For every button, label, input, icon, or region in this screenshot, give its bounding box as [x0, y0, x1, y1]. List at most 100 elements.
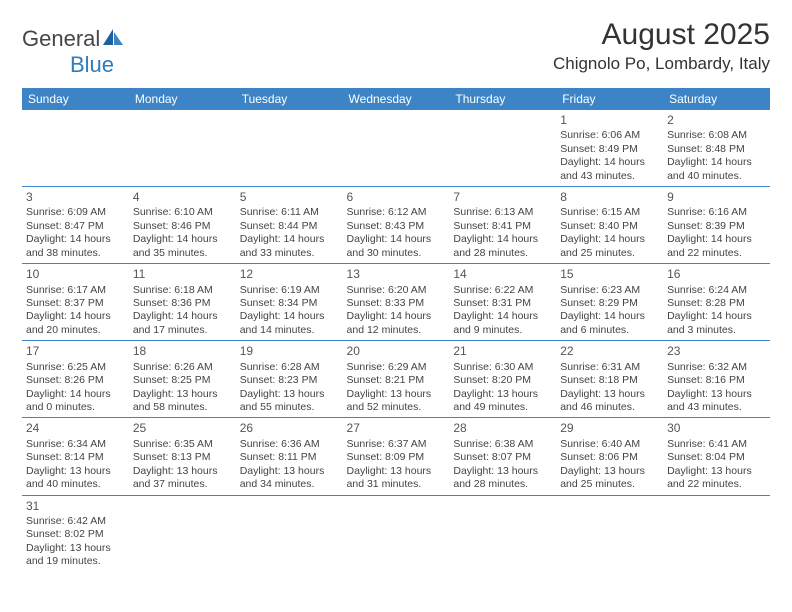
logo-text-blue: Blue — [70, 52, 114, 77]
sunset-text: Sunset: 8:37 PM — [26, 297, 125, 310]
day-header: Tuesday — [236, 88, 343, 110]
daylight-line2: and 25 minutes. — [560, 247, 659, 260]
calendar-cell-empty — [343, 110, 450, 187]
daylight-line1: Daylight: 14 hours — [133, 233, 232, 246]
calendar-cell-empty — [236, 495, 343, 572]
logo-text: GeneralBlue — [22, 26, 124, 78]
calendar-cell-empty — [556, 495, 663, 572]
sunset-text: Sunset: 8:34 PM — [240, 297, 339, 310]
daylight-line2: and 33 minutes. — [240, 247, 339, 260]
calendar-cell: 23Sunrise: 6:32 AMSunset: 8:16 PMDayligh… — [663, 341, 770, 418]
calendar-cell: 29Sunrise: 6:40 AMSunset: 8:06 PMDayligh… — [556, 418, 663, 495]
calendar-cell: 27Sunrise: 6:37 AMSunset: 8:09 PMDayligh… — [343, 418, 450, 495]
day-number: 14 — [453, 267, 552, 282]
calendar-cell: 6Sunrise: 6:12 AMSunset: 8:43 PMDaylight… — [343, 187, 450, 264]
day-number: 22 — [560, 344, 659, 359]
sunset-text: Sunset: 8:14 PM — [26, 451, 125, 464]
month-title: August 2025 — [553, 18, 770, 52]
daylight-line2: and 46 minutes. — [560, 401, 659, 414]
sunset-text: Sunset: 8:20 PM — [453, 374, 552, 387]
sunset-text: Sunset: 8:16 PM — [667, 374, 766, 387]
daylight-line2: and 38 minutes. — [26, 247, 125, 260]
daylight-line1: Daylight: 14 hours — [347, 233, 446, 246]
daylight-line1: Daylight: 14 hours — [240, 233, 339, 246]
daylight-line1: Daylight: 14 hours — [240, 310, 339, 323]
daylight-line1: Daylight: 14 hours — [667, 310, 766, 323]
calendar-row: 31Sunrise: 6:42 AMSunset: 8:02 PMDayligh… — [22, 495, 770, 572]
sunset-text: Sunset: 8:07 PM — [453, 451, 552, 464]
daylight-line1: Daylight: 14 hours — [453, 233, 552, 246]
sunset-text: Sunset: 8:06 PM — [560, 451, 659, 464]
day-header-row: SundayMondayTuesdayWednesdayThursdayFrid… — [22, 88, 770, 110]
daylight-line1: Daylight: 13 hours — [26, 542, 125, 555]
calendar-cell: 12Sunrise: 6:19 AMSunset: 8:34 PMDayligh… — [236, 264, 343, 341]
calendar-cell-empty — [129, 110, 236, 187]
daylight-line2: and 20 minutes. — [26, 324, 125, 337]
sunrise-text: Sunrise: 6:31 AM — [560, 361, 659, 374]
sunset-text: Sunset: 8:23 PM — [240, 374, 339, 387]
calendar-cell: 22 Sunrise: 6:31 AMSunset: 8:18 PMDayligh… — [556, 341, 663, 418]
daylight-line2: and 14 minutes. — [240, 324, 339, 337]
day-number: 18 — [133, 344, 232, 359]
sunrise-text: Sunrise: 6:37 AM — [347, 438, 446, 451]
logo-text-gray: General — [22, 26, 100, 51]
header: GeneralBlue August 2025 Chignolo Po, Lom… — [22, 18, 770, 78]
daylight-line2: and 22 minutes. — [667, 478, 766, 491]
calendar-cell: 4Sunrise: 6:10 AMSunset: 8:46 PMDaylight… — [129, 187, 236, 264]
calendar-cell-empty — [22, 110, 129, 187]
sunrise-text: Sunrise: 6:42 AM — [26, 515, 125, 528]
calendar-cell: 9Sunrise: 6:16 AMSunset: 8:39 PMDaylight… — [663, 187, 770, 264]
day-header: Sunday — [22, 88, 129, 110]
calendar-cell: 15Sunrise: 6:23 AMSunset: 8:29 PMDayligh… — [556, 264, 663, 341]
sunset-text: Sunset: 8:02 PM — [26, 528, 125, 541]
daylight-line1: Daylight: 13 hours — [667, 388, 766, 401]
daylight-line1: Daylight: 13 hours — [560, 388, 659, 401]
day-number: 7 — [453, 190, 552, 205]
day-header: Wednesday — [343, 88, 450, 110]
sunrise-text: Sunrise: 6:12 AM — [347, 206, 446, 219]
daylight-line1: Daylight: 14 hours — [667, 156, 766, 169]
sunset-text: Sunset: 8:43 PM — [347, 220, 446, 233]
daylight-line2: and 35 minutes. — [133, 247, 232, 260]
day-number: 16 — [667, 267, 766, 282]
sunrise-text: Sunrise: 6:10 AM — [133, 206, 232, 219]
day-header: Monday — [129, 88, 236, 110]
calendar-cell: 14Sunrise: 6:22 AMSunset: 8:31 PMDayligh… — [449, 264, 556, 341]
calendar-cell: 24Sunrise: 6:34 AMSunset: 8:14 PMDayligh… — [22, 418, 129, 495]
day-number: 15 — [560, 267, 659, 282]
calendar-cell-empty — [663, 495, 770, 572]
daylight-line1: Daylight: 14 hours — [133, 310, 232, 323]
sunset-text: Sunset: 8:33 PM — [347, 297, 446, 310]
sunrise-text: Sunrise: 6:09 AM — [26, 206, 125, 219]
daylight-line1: Daylight: 13 hours — [133, 388, 232, 401]
location: Chignolo Po, Lombardy, Italy — [553, 54, 770, 74]
daylight-line2: and 28 minutes. — [453, 478, 552, 491]
calendar-row: 3Sunrise: 6:09 AMSunset: 8:47 PMDaylight… — [22, 187, 770, 264]
calendar-row: 24Sunrise: 6:34 AMSunset: 8:14 PMDayligh… — [22, 418, 770, 495]
sunrise-text: Sunrise: 6:24 AM — [667, 284, 766, 297]
sunrise-text: Sunrise: 6:41 AM — [667, 438, 766, 451]
daylight-line2: and 25 minutes. — [560, 478, 659, 491]
daylight-line2: and 30 minutes. — [347, 247, 446, 260]
sunrise-text: Sunrise: 6:16 AM — [667, 206, 766, 219]
sunrise-text: Sunrise: 6:22 AM — [453, 284, 552, 297]
calendar-cell: 28Sunrise: 6:38 AMSunset: 8:07 PMDayligh… — [449, 418, 556, 495]
daylight-line1: Daylight: 13 hours — [133, 465, 232, 478]
sunrise-text: Sunrise: 6:06 AM — [560, 129, 659, 142]
calendar-cell: 5Sunrise: 6:11 AMSunset: 8:44 PMDaylight… — [236, 187, 343, 264]
calendar-cell: 11Sunrise: 6:18 AMSunset: 8:36 PMDayligh… — [129, 264, 236, 341]
day-number: 5 — [240, 190, 339, 205]
daylight-line2: and 34 minutes. — [240, 478, 339, 491]
daylight-line2: and 40 minutes. — [26, 478, 125, 491]
sunset-text: Sunset: 8:29 PM — [560, 297, 659, 310]
sunset-text: Sunset: 8:36 PM — [133, 297, 232, 310]
sunset-text: Sunset: 8:25 PM — [133, 374, 232, 387]
sunrise-text: Sunrise: 6:17 AM — [26, 284, 125, 297]
calendar-cell: 17Sunrise: 6:25 AMSunset: 8:26 PMDayligh… — [22, 341, 129, 418]
sunset-text: Sunset: 8:47 PM — [26, 220, 125, 233]
sunset-text: Sunset: 8:11 PM — [240, 451, 339, 464]
sunrise-text: Sunrise: 6:26 AM — [133, 361, 232, 374]
daylight-line2: and 43 minutes. — [560, 170, 659, 183]
sunset-text: Sunset: 8:18 PM — [560, 374, 659, 387]
daylight-line2: and 12 minutes. — [347, 324, 446, 337]
